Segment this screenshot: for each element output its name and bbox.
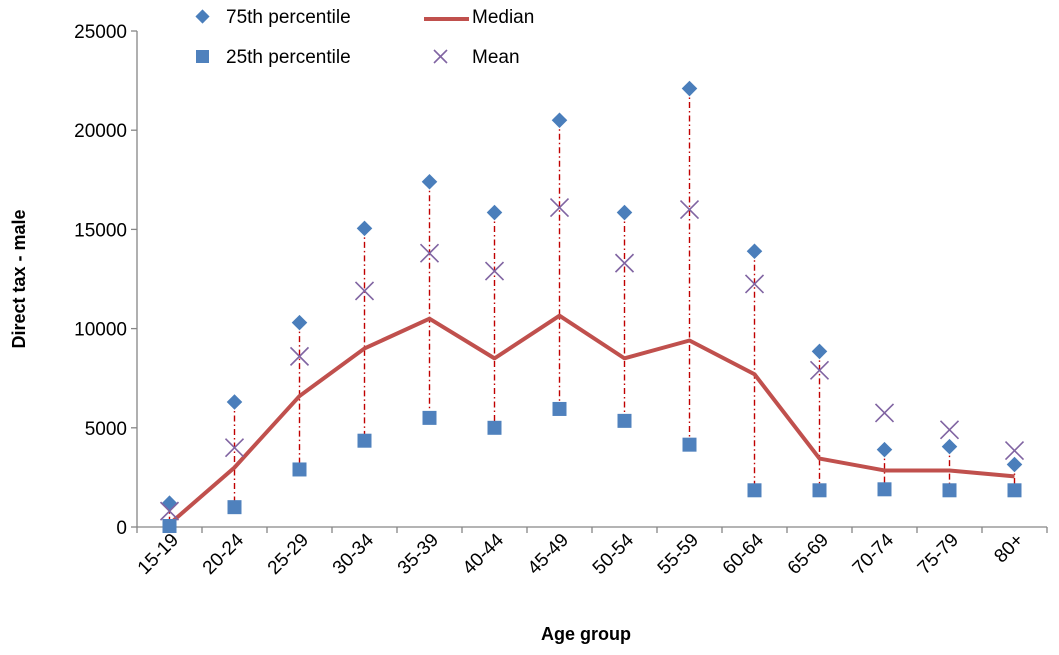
- legend-item-25th-percentile: 25th percentile: [196, 47, 351, 68]
- y-tick-label-20000: 20000: [74, 121, 127, 142]
- x-tick-label-60-64: 60-64: [719, 529, 769, 579]
- 25th-percentile-point-40-44: [487, 420, 502, 435]
- 25th-percentile-point-35-39: [422, 410, 437, 425]
- x-tick-label-75-79: 75-79: [914, 530, 963, 579]
- y-tick-label-25000: 25000: [74, 22, 127, 43]
- mean-point-15-19: [159, 501, 180, 521]
- legend-item-75th-percentile: 75th percentile: [195, 7, 351, 28]
- x-axis-title: Age group: [541, 624, 631, 644]
- x-ticks: 15-19 20-24 25-29 30-34 35-39 40-44 45-49 50-54…: [134, 527, 1048, 579]
- 25th-percentile-point-80+: [1007, 483, 1022, 498]
- x-tick-label-70-74: 70-74: [849, 529, 899, 579]
- mean-point-50-54: [614, 253, 635, 273]
- x-tick-label-30-34: 30-34: [329, 529, 379, 579]
- 75th-percentile-point-50-54: [616, 204, 633, 221]
- x-tick-label-45-49: 45-49: [524, 530, 573, 579]
- 25th-percentile-point-70-74: [877, 482, 892, 497]
- legend-swatch-25th: [196, 50, 209, 63]
- mean-point-70-74: [874, 403, 895, 423]
- 75th-percentile-point-20-24: [226, 394, 243, 410]
- mean-point-80+: [1004, 441, 1025, 461]
- x-tick-label-50-54: 50-54: [589, 529, 639, 579]
- legend: 75th percentile Median 25th percentile M…: [195, 7, 534, 68]
- 25th-percentile-point-30-34: [357, 433, 372, 448]
- 25th-percentile-point-60-64: [747, 483, 762, 498]
- legend-item-median: Median: [424, 7, 534, 28]
- y-tick-label-10000: 10000: [74, 320, 127, 341]
- x-tick-label-55-59: 55-59: [654, 530, 703, 579]
- median-layer: [168, 313, 1015, 526]
- median-line: [168, 313, 1015, 526]
- mean-point-25-29: [289, 346, 310, 366]
- 75th-percentile-point-15-19: [161, 495, 178, 511]
- 75th-percentile-point-60-64: [746, 243, 763, 260]
- 75th-percentile-point-25-29: [291, 314, 308, 331]
- 75th-percentile-point-45-49: [551, 112, 568, 129]
- x-tick-label-65-69: 65-69: [784, 530, 833, 579]
- 25th-percentile-point-45-49: [552, 401, 567, 416]
- x-tick-label-80+: 80+: [990, 530, 1028, 568]
- mean-point-30-34: [354, 281, 375, 301]
- 75th-percentile-point-35-39: [421, 174, 438, 190]
- 75th-percentile-point-55-59: [681, 80, 698, 97]
- 25th-percentile-point-65-69: [812, 483, 827, 498]
- mean-point-40-44: [484, 261, 505, 281]
- y-axis-title: Direct tax - male: [9, 209, 29, 348]
- mean-point-55-59: [679, 199, 700, 220]
- mean-point-60-64: [744, 274, 765, 294]
- mean-point-35-39: [419, 243, 440, 263]
- 25th-percentile-point-50-54: [617, 413, 632, 428]
- legend-label-mean: Mean: [472, 47, 520, 68]
- 75th-percentile-point-65-69: [811, 343, 828, 360]
- range-lines: [168, 88, 1016, 527]
- legend-label-25th: 25th percentile: [226, 47, 351, 68]
- legend-label-75th: 75th percentile: [226, 7, 351, 28]
- legend-swatch-mean: [433, 49, 448, 64]
- legend-item-mean: Mean: [433, 47, 520, 68]
- 75th-percentile-point-75-79: [941, 438, 958, 455]
- x-tick-label-15-19: 15-19: [134, 530, 183, 579]
- y-tick-label-15000: 15000: [74, 220, 127, 241]
- 25th-percentile-point-55-59: [682, 437, 697, 452]
- 75th-percentile-point-40-44: [486, 204, 503, 221]
- mean-point-65-69: [809, 360, 830, 380]
- y-tick-label-5000: 5000: [85, 419, 127, 440]
- x-tick-label-40-44: 40-44: [459, 529, 509, 579]
- 75th-percentile-point-80+: [1006, 456, 1023, 473]
- mean-point-20-24: [224, 438, 245, 458]
- 75th-percentile-point-30-34: [356, 220, 373, 237]
- legend-label-median: Median: [472, 7, 534, 28]
- 25th-percentile-point-15-19: [162, 519, 177, 534]
- x-tick-label-35-39: 35-39: [394, 530, 443, 579]
- x-tick-label-25-29: 25-29: [264, 530, 313, 579]
- y-tick-label-0: 0: [116, 518, 127, 539]
- x-tick-label-20-24: 20-24: [199, 529, 249, 579]
- 25th-percentile-point-25-29: [292, 462, 307, 477]
- legend-swatch-75th: [195, 9, 210, 24]
- axes: [136, 31, 1047, 528]
- 25th-percentile-point-20-24: [227, 500, 242, 515]
- 75th-percentile-point-70-74: [876, 441, 893, 458]
- mean-point-45-49: [549, 198, 570, 218]
- markers: [159, 80, 1025, 534]
- mean-point-75-79: [939, 420, 960, 440]
- y-ticks: 0 5000 10000 15000 20000 25000: [74, 22, 137, 539]
- 25th-percentile-point-75-79: [942, 483, 957, 498]
